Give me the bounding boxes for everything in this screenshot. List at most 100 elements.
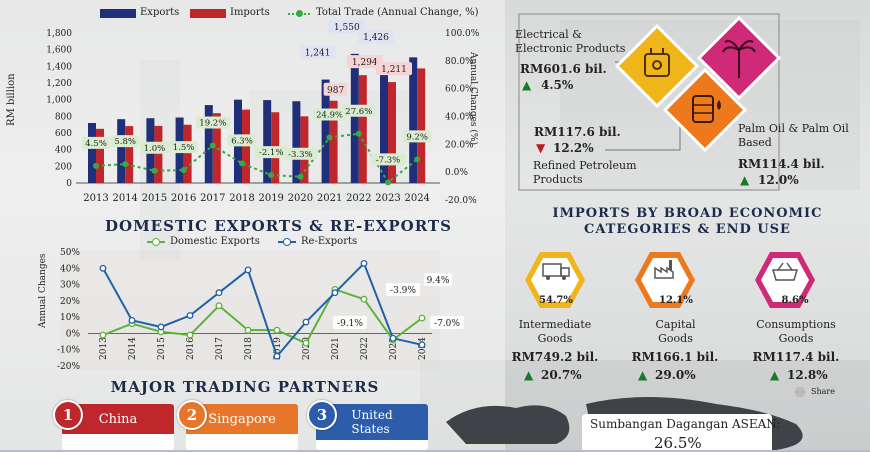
domestic-x-tick: 2022 (360, 337, 370, 360)
imports-bar (154, 125, 163, 183)
legend-reexports-marker (283, 238, 291, 246)
value-label-bg (346, 55, 383, 69)
imports-bar (96, 128, 104, 183)
trade-y-tick: 1,000 (46, 96, 72, 106)
total-trade-label: -3.3% (288, 150, 312, 160)
domestic-annotation: -3.9% (390, 286, 416, 296)
trade-value-label: 1,211 (381, 65, 407, 75)
end-use-share: 54.7% (539, 295, 573, 306)
oil-barrel-icon (662, 67, 748, 153)
change-label-bg (371, 153, 405, 166)
legend-total-label: Total Trade (Annual Change, %) (316, 7, 479, 18)
product-name: Palm Oil & Palm Oil Based (738, 122, 849, 149)
product-name: Refined Petroleum Products (533, 159, 637, 186)
partner-rank-badge: 2 (177, 400, 207, 430)
re-exports-line (102, 261, 423, 359)
total-trade-label: 1.0% (144, 144, 166, 154)
imports-title-line2: CATEGORIES & END USE (584, 222, 791, 237)
legend-domestic-label: Domestic Exports (170, 236, 260, 247)
domestic-x-tick: 2024 (418, 337, 428, 360)
trade-y-tick: 1,600 (46, 46, 72, 56)
domestic-x-tick: 2016 (186, 337, 196, 360)
asean-value: 26.5% (654, 434, 702, 452)
domestic-x-tick: 2017 (215, 337, 225, 360)
change-label-bg (195, 116, 230, 129)
total-trade-point (239, 160, 245, 167)
domestic-chart: 50% 40% 30% 20% 10% 0% -10% -20% 2013 2014 2015 201… (57, 248, 464, 370)
trade-y-tick: 400 (55, 146, 72, 156)
legend-exports-swatch (100, 9, 136, 18)
exports-bar (380, 64, 388, 183)
domestic-y-tick: -20% (57, 362, 80, 370)
total-trade-line (95, 132, 418, 184)
trade-y-tick: 0 (66, 179, 72, 189)
plug-icon (614, 23, 700, 109)
trade-y-tick: 1,800 (46, 29, 72, 39)
total-trade-label: 4.5% (85, 139, 107, 149)
imports-bar (329, 100, 338, 183)
trade-y2-tick: 80.0% (445, 57, 474, 67)
trade-y-tick: 1,400 (46, 62, 72, 72)
value-label-bg (376, 62, 412, 76)
domestic-exports-point (360, 295, 368, 303)
trade-y-tick: 600 (55, 129, 72, 139)
arrow-up-icon: ▲ (638, 368, 648, 382)
legend-imports-label: Imports (230, 7, 270, 18)
end-use-value: RM117.4 bil. (752, 350, 840, 364)
imports-bar (125, 126, 134, 183)
asean-box: Sumbangan Dagangan ASEAN: 26.5% (582, 414, 780, 452)
trade-y2-tick: 60.0% (445, 85, 474, 95)
trade-x-tick: 2015 (142, 193, 167, 204)
total-trade-point (297, 173, 304, 180)
imports-bar (183, 124, 192, 183)
legend-total-marker (296, 10, 303, 17)
domestic-exports-line (102, 288, 423, 345)
domestic-exports-point (99, 331, 107, 339)
trade-x-tick: 2013 (83, 193, 108, 204)
re-exports-point (273, 352, 281, 360)
imports-title-line1: IMPORTS BY BROAD ECONOMIC (552, 206, 823, 221)
trade-x-tick: 2017 (200, 193, 225, 204)
trade-x-tick: 2022 (346, 193, 371, 204)
re-exports-point (186, 312, 194, 319)
exports-bar (204, 105, 213, 183)
trade-y-tick: 1,200 (46, 79, 72, 89)
domestic-x-tick: 2021 (331, 337, 341, 360)
palm-tree-icon (696, 15, 782, 101)
end-use-value: RM749.2 bil. (511, 350, 599, 364)
trade-x-tick: 2014 (112, 193, 137, 204)
total-trade-label: 27.6% (345, 107, 372, 117)
trade-value-label: 1,241 (305, 49, 331, 59)
total-trade-point (326, 134, 333, 141)
domestic-annotation: -9.1% (337, 319, 363, 329)
total-trade-point (355, 130, 362, 137)
imports-bar (388, 82, 396, 183)
trade-x-tick: 2020 (288, 193, 313, 204)
trade-value-label: 1,294 (352, 58, 378, 68)
domestic-y-tick: -10% (57, 346, 80, 356)
total-trade-point (385, 179, 391, 186)
total-trade-label: 9.2% (406, 132, 428, 142)
domestic-x-tick: 2014 (128, 337, 138, 360)
end-use-name: Capital Goods (655, 318, 696, 345)
arrow-up-icon: ▲ (770, 368, 780, 382)
end-use-change: 12.8% (787, 368, 828, 382)
trade-x-tick: 2024 (404, 193, 429, 204)
exports-bar (88, 123, 96, 183)
trade-y2-tick: -20.0% (445, 196, 477, 206)
legend-reexports-label: Re-Exports (301, 236, 358, 247)
change-label-bg (111, 135, 140, 148)
end-use-change: 29.0% (655, 368, 696, 382)
re-exports-point (302, 318, 310, 326)
trade-chart: 0 200 400 600 800 1,000 1,200 1,400 1,600 1,800 10… (46, 19, 480, 206)
change-label-bg (140, 141, 169, 154)
change-label-bg (227, 134, 257, 147)
trade-x-tick: 2019 (258, 193, 283, 204)
total-trade-point (151, 167, 158, 174)
change-label-bg (283, 147, 318, 160)
change-label-bg (81, 136, 111, 149)
trade-x-tick: 2023 (375, 193, 400, 204)
total-trade-label: 19.2% (199, 118, 226, 128)
products-graphic (518, 13, 782, 191)
legend-domestic-marker (152, 238, 160, 246)
